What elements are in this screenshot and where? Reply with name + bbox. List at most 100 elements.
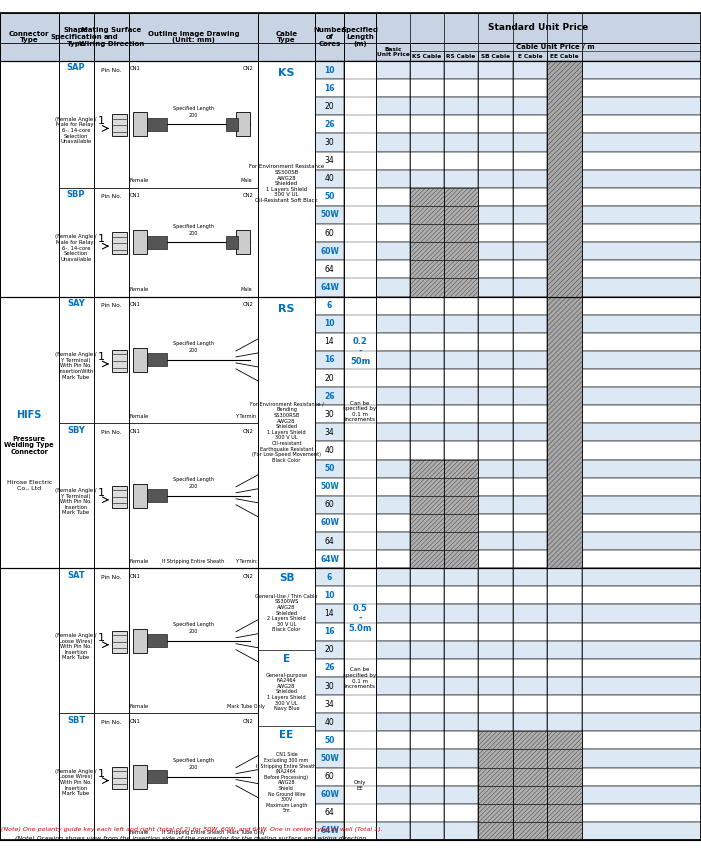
Bar xyxy=(315,695,344,713)
Bar xyxy=(582,187,701,206)
Bar xyxy=(315,477,344,496)
Bar xyxy=(344,749,376,767)
Bar xyxy=(376,514,410,532)
Bar xyxy=(315,13,344,61)
Bar xyxy=(410,79,444,97)
Bar xyxy=(478,532,513,550)
Bar xyxy=(478,569,513,587)
Text: Cable
Type: Cable Type xyxy=(275,30,297,43)
Bar xyxy=(582,79,701,97)
Bar xyxy=(513,170,547,187)
Bar xyxy=(582,822,701,840)
Bar xyxy=(112,115,127,136)
Bar xyxy=(344,496,376,514)
Bar xyxy=(582,659,701,677)
Bar xyxy=(410,187,444,206)
Bar xyxy=(410,659,444,677)
Bar xyxy=(376,405,410,424)
Text: 34: 34 xyxy=(325,156,334,165)
Bar xyxy=(376,43,410,61)
Bar xyxy=(478,79,513,97)
Text: 50: 50 xyxy=(325,736,334,745)
Text: Female: Female xyxy=(130,704,149,708)
Bar xyxy=(444,279,478,297)
Bar xyxy=(547,351,582,369)
Bar xyxy=(547,622,582,641)
Text: 0.2
-
50m: 0.2 - 50m xyxy=(350,337,370,366)
Bar xyxy=(376,713,410,732)
Bar xyxy=(129,569,258,713)
Bar xyxy=(315,115,344,134)
Bar xyxy=(444,569,478,587)
Bar xyxy=(444,61,478,79)
Bar xyxy=(344,369,376,387)
Bar xyxy=(478,822,513,840)
Bar xyxy=(582,170,701,187)
Bar xyxy=(258,569,315,840)
Bar xyxy=(344,677,376,695)
Bar xyxy=(410,477,444,496)
Bar xyxy=(344,13,376,61)
Bar xyxy=(315,61,344,79)
Bar xyxy=(582,387,701,405)
Bar xyxy=(444,332,478,351)
Bar xyxy=(444,496,478,514)
Bar xyxy=(376,97,410,115)
Bar xyxy=(444,206,478,224)
Bar xyxy=(410,550,444,569)
Text: E Cable: E Cable xyxy=(517,54,543,58)
Text: Outline Image Drawing
(Unit: mm): Outline Image Drawing (Unit: mm) xyxy=(148,30,239,43)
Text: 20: 20 xyxy=(325,373,334,383)
Text: Mark Tube Only: Mark Tube Only xyxy=(227,704,265,708)
Bar xyxy=(410,587,444,604)
Bar xyxy=(344,314,376,332)
Bar xyxy=(582,532,701,550)
Bar xyxy=(147,490,167,503)
Bar xyxy=(410,279,444,297)
Bar xyxy=(410,279,444,297)
Bar xyxy=(344,351,376,369)
Bar xyxy=(0,61,58,840)
Bar xyxy=(547,134,582,152)
Bar xyxy=(410,477,444,496)
Bar xyxy=(513,749,547,767)
Bar xyxy=(344,405,376,424)
Bar xyxy=(513,532,547,550)
Text: For Environment Resistance
SS300SB
AWG28
Shielded
1 Layers Shield
300 V UL
Oil-R: For Environment Resistance SS300SB AWG28… xyxy=(249,164,324,203)
Text: 6: 6 xyxy=(327,573,332,582)
Bar xyxy=(547,260,582,279)
Bar xyxy=(478,732,513,749)
Bar xyxy=(315,134,344,152)
Bar xyxy=(376,13,701,43)
Bar xyxy=(547,187,582,206)
Text: Pin No.: Pin No. xyxy=(101,303,121,308)
Bar xyxy=(444,424,478,442)
Bar xyxy=(410,713,444,732)
Bar xyxy=(410,242,444,260)
Bar xyxy=(410,51,444,61)
Bar xyxy=(444,97,478,115)
Bar xyxy=(344,387,376,405)
Text: 30: 30 xyxy=(325,681,334,691)
Text: 1: 1 xyxy=(98,116,105,127)
Bar xyxy=(410,822,444,840)
Bar xyxy=(444,405,478,424)
Text: 1: 1 xyxy=(98,633,105,642)
Bar xyxy=(513,134,547,152)
Text: 10: 10 xyxy=(325,591,335,600)
Text: EE: EE xyxy=(280,730,294,740)
Bar xyxy=(376,387,410,405)
Bar xyxy=(547,61,582,79)
Bar xyxy=(478,97,513,115)
Bar xyxy=(376,659,410,677)
Bar xyxy=(513,206,547,224)
Bar xyxy=(410,749,444,767)
Bar xyxy=(478,749,513,767)
Bar xyxy=(582,732,701,749)
Bar xyxy=(478,767,513,786)
Bar xyxy=(547,459,582,477)
Bar xyxy=(513,79,547,97)
Bar xyxy=(376,260,410,279)
Bar xyxy=(236,113,250,136)
Text: CN1: CN1 xyxy=(130,194,140,198)
